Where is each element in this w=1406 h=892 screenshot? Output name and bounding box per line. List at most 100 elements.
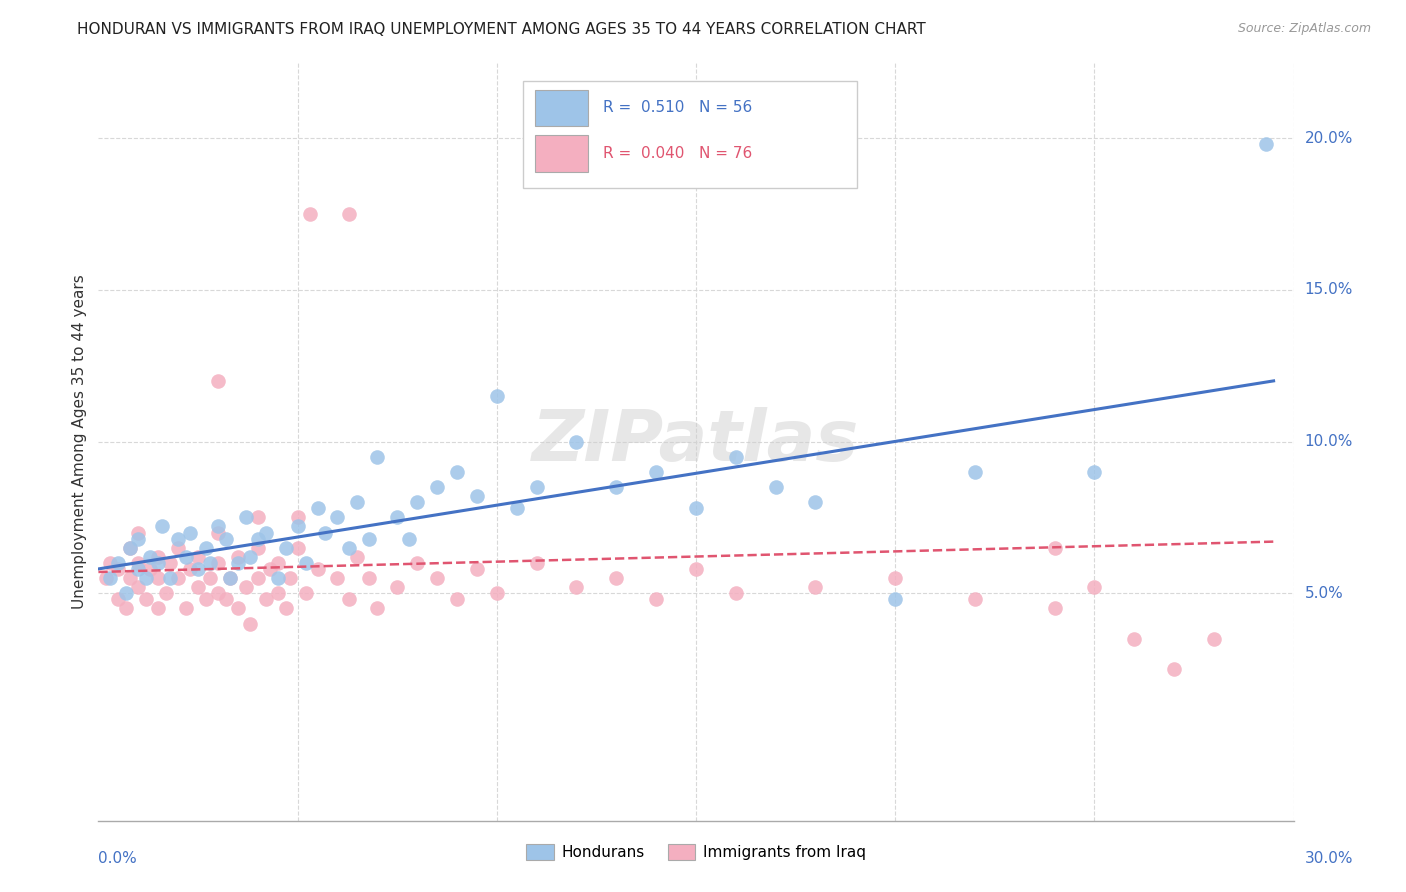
Point: [195, 592, 218, 607]
Point: [1163, 662, 1185, 676]
Point: [239, 549, 262, 564]
Point: [724, 450, 747, 464]
Point: [385, 510, 409, 524]
Point: [107, 556, 129, 570]
Text: 15.0%: 15.0%: [1305, 283, 1353, 297]
Point: [884, 571, 907, 585]
Point: [174, 601, 197, 615]
Point: [804, 495, 827, 509]
Point: [239, 616, 262, 631]
Point: [115, 601, 138, 615]
Point: [307, 501, 329, 516]
Text: 20.0%: 20.0%: [1305, 131, 1353, 145]
Point: [339, 541, 361, 555]
Point: [326, 510, 349, 524]
Point: [274, 541, 297, 555]
Point: [219, 571, 242, 585]
Point: [207, 525, 229, 540]
Point: [359, 571, 381, 585]
Point: [254, 525, 277, 540]
Point: [724, 586, 747, 600]
Point: [219, 571, 242, 585]
Point: [326, 571, 349, 585]
Point: [963, 465, 986, 479]
Point: [148, 571, 170, 585]
Point: [159, 556, 181, 570]
Text: 30.0%: 30.0%: [1305, 851, 1353, 866]
Text: Source: ZipAtlas.com: Source: ZipAtlas.com: [1237, 22, 1371, 36]
Point: [605, 571, 627, 585]
Point: [294, 556, 316, 570]
Point: [506, 501, 529, 516]
Point: [159, 571, 181, 585]
Point: [307, 562, 329, 576]
Point: [226, 556, 249, 570]
Point: [246, 571, 269, 585]
Point: [446, 592, 468, 607]
Point: [155, 586, 177, 600]
Point: [135, 592, 157, 607]
Point: [207, 519, 229, 533]
Point: [179, 525, 201, 540]
Text: R =  0.040   N = 76: R = 0.040 N = 76: [603, 146, 752, 161]
Y-axis label: Unemployment Among Ages 35 to 44 years: Unemployment Among Ages 35 to 44 years: [72, 274, 87, 609]
Point: [804, 580, 827, 594]
Point: [167, 541, 190, 555]
Point: [98, 556, 122, 570]
Point: [98, 571, 122, 585]
Point: [226, 601, 249, 615]
Point: [246, 510, 269, 524]
Point: [246, 532, 269, 546]
Point: [685, 562, 707, 576]
Point: [235, 580, 257, 594]
Point: [139, 549, 162, 564]
Point: [287, 510, 309, 524]
Point: [426, 480, 449, 494]
Point: [1254, 137, 1277, 152]
Point: [167, 532, 190, 546]
Point: [198, 571, 221, 585]
Point: [150, 519, 173, 533]
Point: [287, 541, 309, 555]
Point: [127, 525, 149, 540]
Point: [446, 465, 468, 479]
Point: [127, 532, 149, 546]
Point: [526, 480, 548, 494]
Text: HONDURAN VS IMMIGRANTS FROM IRAQ UNEMPLOYMENT AMONG AGES 35 TO 44 YEARS CORRELAT: HONDURAN VS IMMIGRANTS FROM IRAQ UNEMPLO…: [77, 22, 927, 37]
Point: [1202, 632, 1225, 646]
Point: [235, 510, 257, 524]
Point: [465, 489, 488, 503]
Text: 10.0%: 10.0%: [1305, 434, 1353, 449]
Point: [115, 586, 138, 600]
Bar: [534, 90, 589, 126]
Text: 0.0%: 0.0%: [98, 851, 138, 866]
Point: [1043, 601, 1066, 615]
Point: [605, 480, 627, 494]
Point: [346, 549, 368, 564]
Point: [339, 592, 361, 607]
Point: [339, 207, 361, 221]
Point: [127, 580, 149, 594]
Point: [278, 571, 301, 585]
Point: [645, 465, 668, 479]
FancyBboxPatch shape: [523, 81, 858, 187]
Text: ZIPatlas: ZIPatlas: [533, 407, 859, 476]
Point: [485, 389, 508, 403]
Point: [1123, 632, 1146, 646]
Point: [267, 556, 290, 570]
Point: [287, 519, 309, 533]
Text: R =  0.510   N = 56: R = 0.510 N = 56: [603, 101, 752, 115]
Point: [195, 541, 218, 555]
Point: [298, 207, 321, 221]
Point: [215, 532, 238, 546]
Bar: [534, 136, 589, 171]
Point: [366, 601, 388, 615]
Text: 5.0%: 5.0%: [1305, 586, 1343, 600]
Point: [485, 586, 508, 600]
Point: [406, 495, 429, 509]
Point: [884, 592, 907, 607]
Point: [187, 549, 209, 564]
Point: [207, 586, 229, 600]
Point: [167, 571, 190, 585]
Point: [207, 374, 229, 388]
